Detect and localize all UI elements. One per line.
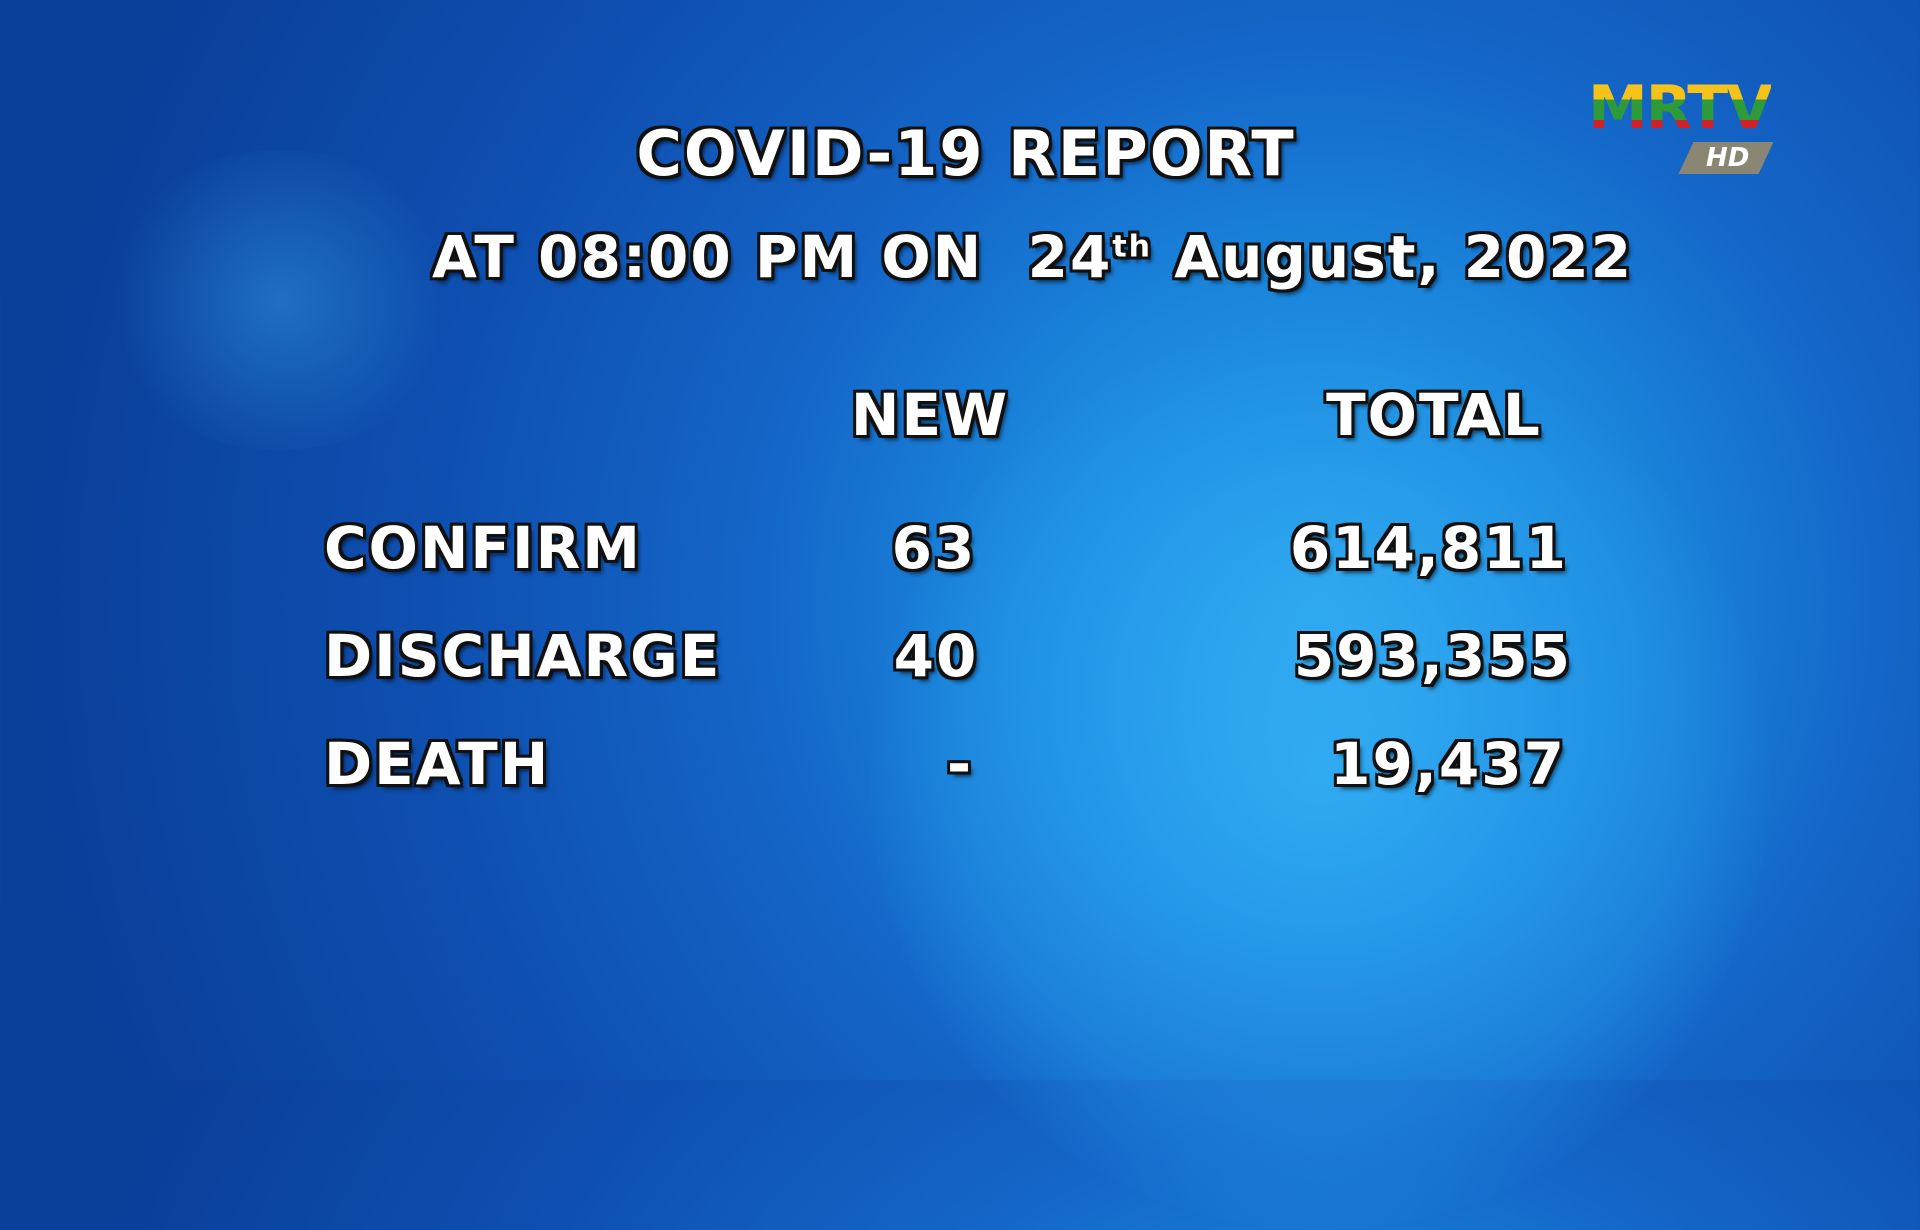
confirm-total: 614,811 [1289,514,1568,582]
mrtv-hd-logo: MRTV HD [1588,78,1798,178]
row-label-death: DEATH [324,730,551,798]
report-title: COVID-19 REPORT [636,117,1296,190]
datetime-rest: August, 2022 [1174,223,1634,291]
confirm-new: 63 [891,514,977,582]
virus-background-large [870,330,1770,1230]
datetime-day: 24 [1027,223,1113,291]
column-header-total: TOTAL [1326,381,1542,449]
column-header-new: NEW [850,381,1010,449]
death-total: 19,437 [1330,730,1566,798]
logo-text: MRTV [1588,73,1773,143]
virus-background-small [100,150,460,450]
death-new: - [946,730,974,798]
datetime-suffix: th [1112,229,1153,265]
discharge-total: 593,355 [1293,622,1572,690]
row-label-confirm: CONFIRM [324,514,642,582]
hd-badge: HD [1706,143,1750,173]
row-label-discharge: DISCHARGE [324,622,722,690]
report-datetime: AT 08:00 PM ON 24th August, 2022 [432,224,1633,291]
discharge-new: 40 [893,622,979,690]
datetime-prefix: AT 08:00 PM ON [432,223,984,291]
